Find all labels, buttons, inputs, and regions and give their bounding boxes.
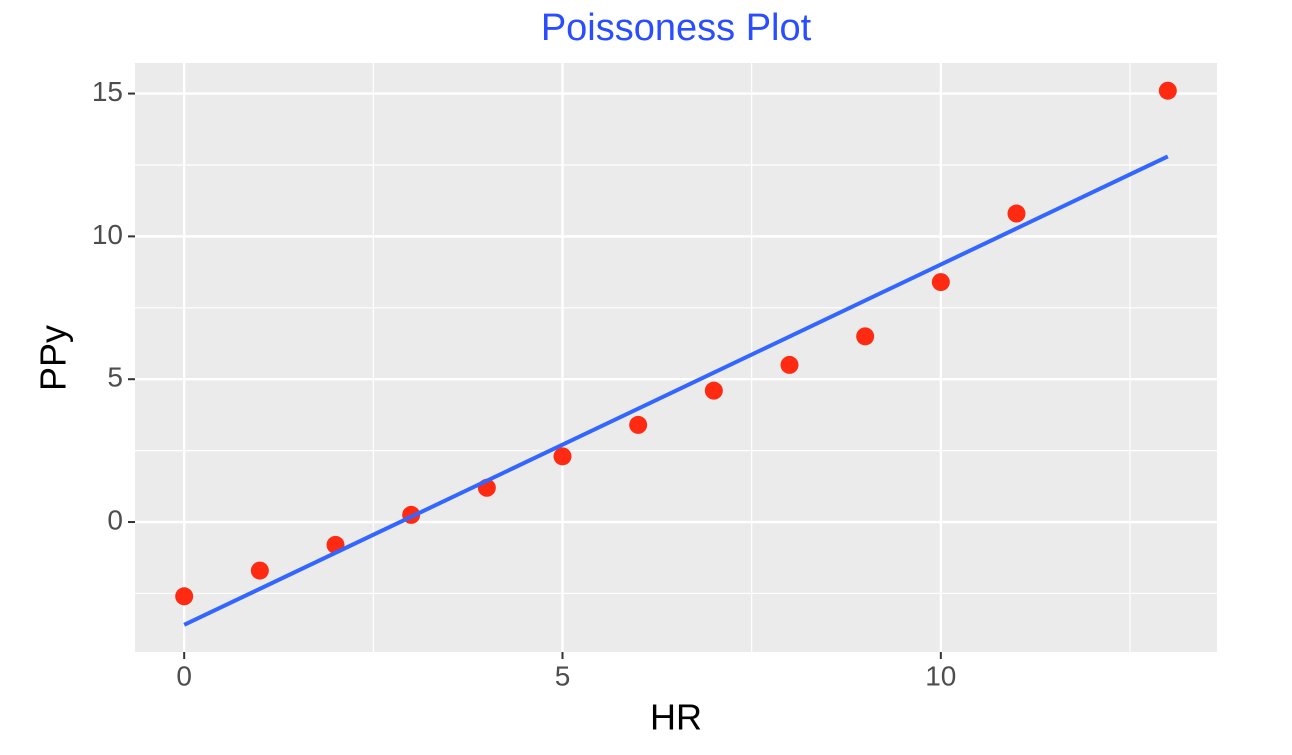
plot-panel bbox=[135, 63, 1217, 652]
point bbox=[704, 381, 723, 400]
point bbox=[856, 327, 875, 346]
point bbox=[780, 355, 799, 374]
fit-line bbox=[183, 154, 1169, 627]
point bbox=[1007, 204, 1026, 223]
point bbox=[629, 415, 648, 434]
y-tick-label: 0 bbox=[107, 504, 123, 535]
y-tick-label: 5 bbox=[107, 362, 123, 393]
y-axis-label: PPy bbox=[33, 325, 74, 391]
x-axis-label: HR bbox=[650, 697, 702, 738]
point bbox=[553, 447, 572, 466]
x-tick-label: 10 bbox=[925, 660, 956, 691]
y-tick-label: 10 bbox=[92, 219, 123, 250]
chart-title: Poissoness Plot bbox=[541, 7, 812, 49]
y-tick-label: 15 bbox=[92, 76, 123, 107]
point bbox=[175, 587, 194, 606]
x-tick-label: 5 bbox=[555, 660, 571, 691]
point bbox=[250, 561, 269, 580]
x-tick-label: 0 bbox=[176, 660, 192, 691]
point bbox=[1158, 81, 1177, 100]
point bbox=[931, 273, 950, 292]
